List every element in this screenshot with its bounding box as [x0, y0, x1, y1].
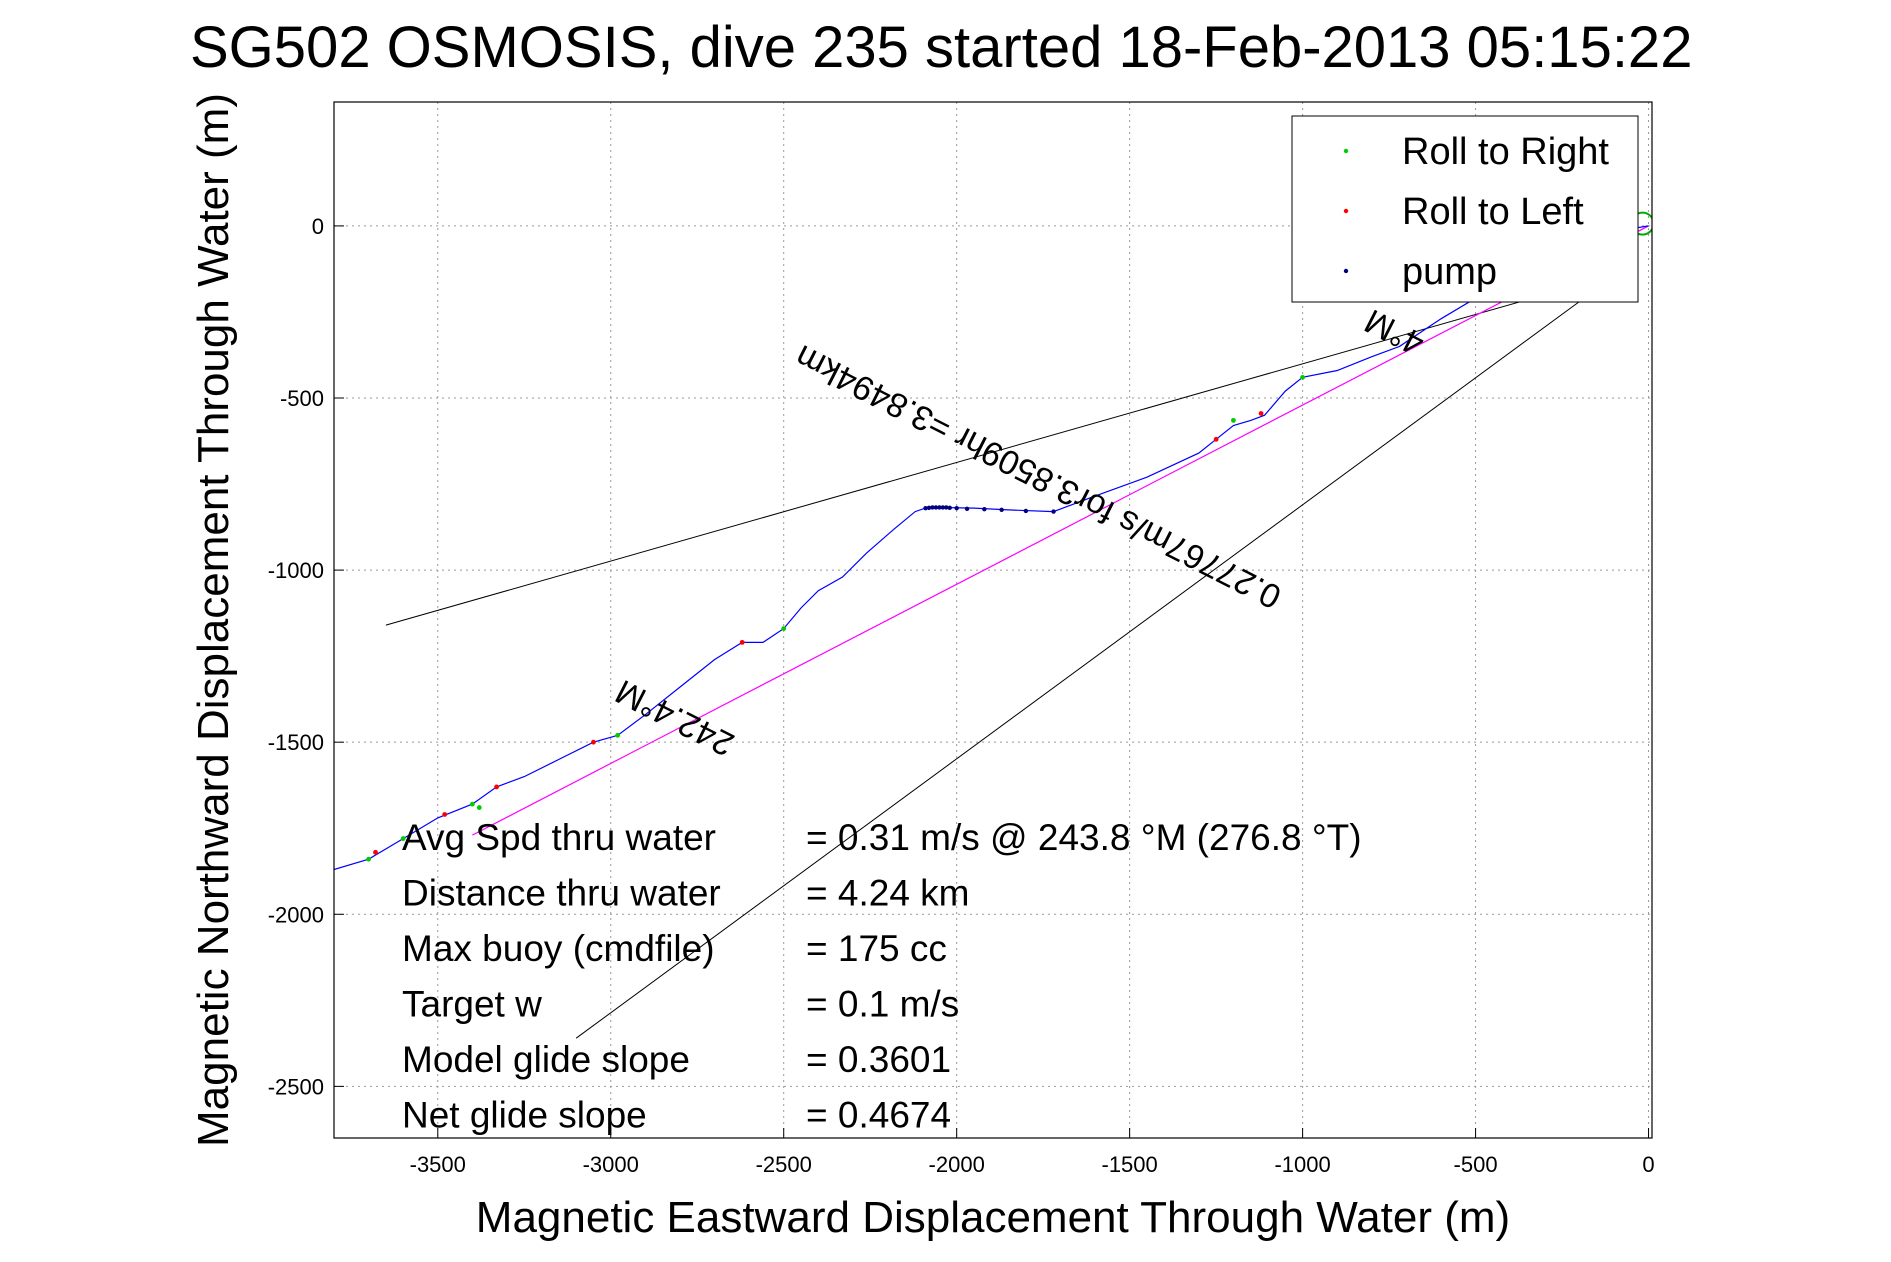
- stat-value: = 0.3601: [806, 1039, 951, 1080]
- dive-stats: Avg Spd thru water = 0.31 m/s @ 243.8 °M …: [402, 817, 1362, 1136]
- legend-marker: [1343, 268, 1349, 274]
- chart-title: SG502 OSMOSIS, dive 235 started 18-Feb-2…: [190, 15, 1692, 80]
- legend-marker: [1343, 208, 1349, 214]
- roll-left-point: [1213, 436, 1219, 442]
- pump-point: [954, 505, 959, 511]
- roll-right-point: [366, 856, 371, 862]
- pump-point: [947, 505, 952, 510]
- roll-left-point: [494, 784, 499, 790]
- bound-line: [385, 294, 1545, 626]
- stat-value: = 0.1 m/s: [806, 984, 959, 1025]
- stat-label: Net glide slope: [402, 1095, 647, 1136]
- pump-point: [933, 505, 939, 510]
- roll-right-point: [469, 801, 475, 807]
- x-tick-label: -3500: [410, 1152, 466, 1177]
- roll-left-point: [591, 739, 596, 745]
- pump-point: [944, 505, 949, 510]
- pump-point: [930, 505, 935, 510]
- pump-point: [923, 505, 928, 511]
- stat-value: = 175 cc: [806, 928, 947, 969]
- stat-value: = 4.24 km: [806, 873, 970, 914]
- bound-lines: [385, 294, 1580, 1039]
- pump-point: [926, 505, 932, 510]
- roll-right-point: [615, 732, 621, 738]
- y-tick-label: -2500: [268, 1074, 324, 1099]
- x-tick-label: -1000: [1274, 1152, 1330, 1177]
- stat-label: Max buoy (cmdfile): [402, 928, 715, 969]
- x-tick-label: -500: [1454, 1152, 1498, 1177]
- legend-label: pump: [1402, 251, 1497, 293]
- pump-point: [982, 506, 987, 512]
- pump-point: [1023, 508, 1029, 514]
- y-tick-label: -500: [280, 386, 324, 411]
- roll-right-point: [476, 805, 482, 810]
- legend: Roll to Right Roll to Left pump: [1291, 115, 1639, 303]
- roll-right-point: [781, 626, 787, 632]
- pump-point: [937, 505, 942, 510]
- y-tick-label: -1500: [268, 730, 324, 755]
- y-tick-label: -1000: [268, 558, 324, 583]
- roll-left-point: [373, 849, 378, 855]
- y-tick-label: -2000: [268, 902, 324, 927]
- pump-point: [1051, 509, 1056, 514]
- x-axis-ticks: -3500 -3000 -2500 -2000 -1500 -1000 -500 0: [410, 1128, 1655, 1177]
- plot-frame: [333, 101, 1653, 1139]
- x-tick-label: -1500: [1102, 1152, 1158, 1177]
- x-tick-label: -2500: [756, 1152, 812, 1177]
- roll-left-point: [1258, 411, 1264, 416]
- legend-label: Roll to Right: [1402, 131, 1609, 173]
- pump-point: [964, 506, 970, 512]
- stat-label: Distance thru water: [402, 873, 721, 914]
- legend-box: [1291, 115, 1639, 303]
- x-tick-label: -3000: [583, 1152, 639, 1177]
- reference-line-path: [472, 225, 1649, 836]
- roll-right-point: [1231, 417, 1236, 423]
- y-tick-label: 0: [312, 214, 324, 239]
- pump-point: [999, 507, 1004, 513]
- y-axis-label: Magnetic Northward Displacement Through …: [189, 93, 238, 1147]
- pump-point: [940, 505, 946, 510]
- stat-value: = 0.4674: [806, 1095, 951, 1136]
- reference-line: [472, 225, 1649, 836]
- stat-label: Model glide slope: [402, 1039, 690, 1080]
- legend-marker: [1343, 148, 1349, 154]
- stat-label: Avg Spd thru water: [402, 817, 716, 858]
- stat-label: Target w: [402, 984, 542, 1025]
- x-tick-label: 0: [1642, 1152, 1654, 1177]
- stat-value: = 0.31 m/s @ 243.8 °M (276.8 °T): [806, 817, 1362, 858]
- x-tick-label: -2000: [929, 1152, 985, 1177]
- x-axis-label: Magnetic Eastward Displacement Through W…: [476, 1193, 1510, 1242]
- legend-label: Roll to Left: [1402, 191, 1584, 233]
- roll-left-point: [442, 812, 448, 817]
- roll-right-point: [1300, 374, 1306, 380]
- y-axis-ticks: 0 -500 -1000 -1500 -2000 -2500: [268, 214, 344, 1099]
- roll-right-point: [400, 836, 406, 841]
- bound-line: [575, 301, 1580, 1039]
- roll-left-point: [739, 639, 745, 645]
